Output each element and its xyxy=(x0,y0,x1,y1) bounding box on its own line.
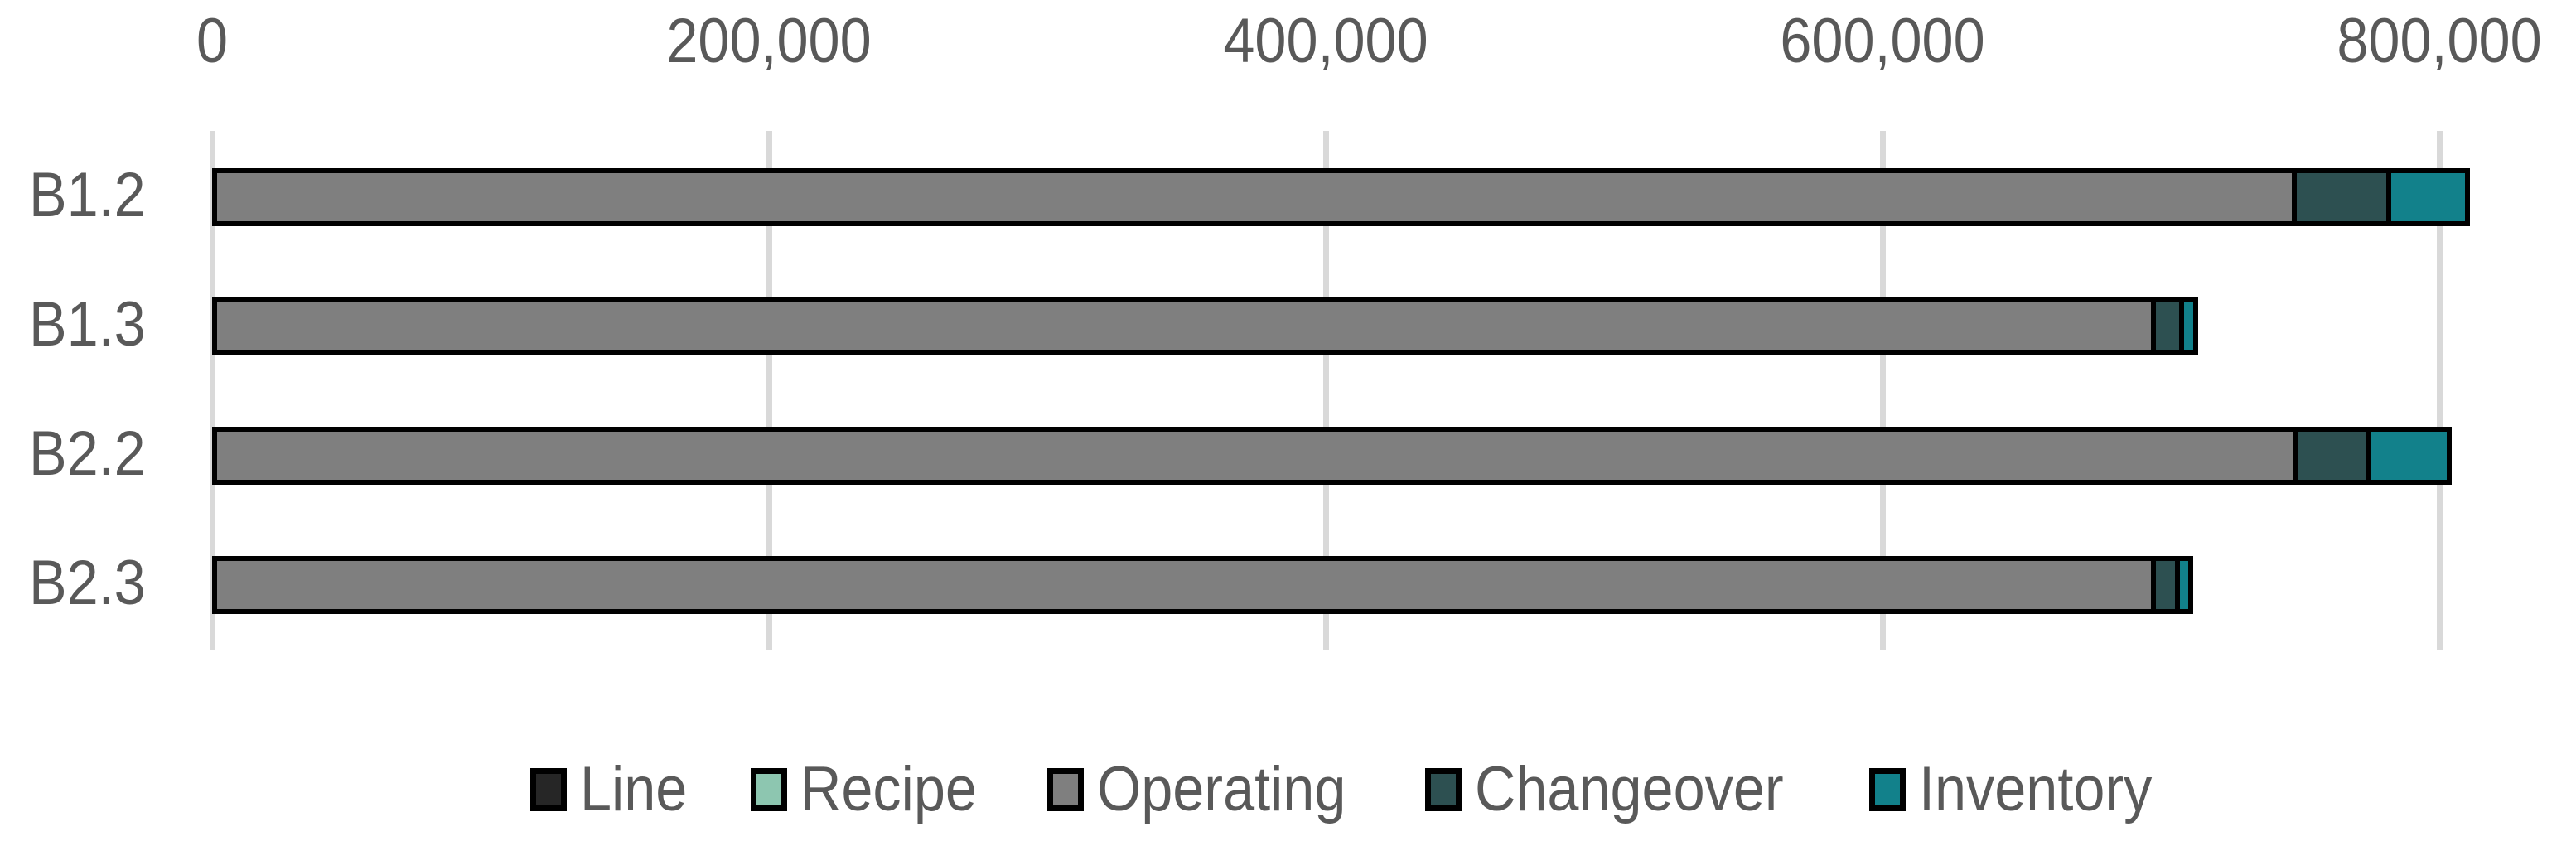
legend-label-inventory: Inventory xyxy=(1919,754,2153,824)
bar-segment-inventory xyxy=(2386,173,2465,221)
bar-segment-operating xyxy=(217,561,2152,609)
bar-segment-changeover xyxy=(2291,173,2387,221)
legend: Line Recipe Operating Changeover Inventory xyxy=(0,748,2576,831)
x-tick-label: 200,000 xyxy=(666,6,872,76)
category-label-B1.3: B1.3 xyxy=(29,289,146,360)
gridline xyxy=(1322,131,1329,650)
gridline xyxy=(2436,131,2443,650)
legend-swatch-changeover xyxy=(1425,768,1462,811)
legend-swatch-recipe xyxy=(750,768,787,811)
x-tick-label: 400,000 xyxy=(1223,6,1428,76)
legend-label-line: Line xyxy=(580,754,688,824)
category-label-B2.3: B2.3 xyxy=(29,548,146,618)
bar-segment-changeover xyxy=(2151,561,2175,609)
legend-swatch-inventory xyxy=(1869,768,1907,811)
plot-area xyxy=(209,131,2494,650)
bar-segment-operating xyxy=(217,173,2292,221)
gridline xyxy=(766,131,772,650)
bar-B1.2 xyxy=(212,168,2470,226)
bar-segment-operating xyxy=(217,302,2152,350)
legend-item-operating: Operating xyxy=(1047,752,1374,827)
x-tick-label: 600,000 xyxy=(1780,6,1985,76)
legend-swatch-operating xyxy=(1047,768,1085,811)
category-label-B2.2: B2.2 xyxy=(29,418,146,489)
legend-item-changeover: Changeover xyxy=(1425,752,1818,827)
legend-label-operating: Operating xyxy=(1097,754,1346,824)
legend-label-changeover: Changeover xyxy=(1475,754,1784,824)
bar-segment-inventory xyxy=(2174,561,2188,609)
bar-segment-inventory xyxy=(2178,302,2194,350)
x-tick-label: 800,000 xyxy=(2337,6,2542,76)
bar-segment-changeover xyxy=(2293,432,2366,480)
gridline xyxy=(209,131,215,650)
bar-B2.2 xyxy=(212,427,2453,485)
bar-segment-inventory xyxy=(2365,432,2448,480)
bar-segment-operating xyxy=(217,432,2293,480)
x-tick-label: 0 xyxy=(196,6,229,76)
gridline xyxy=(1879,131,1886,650)
bar-B1.3 xyxy=(212,297,2199,355)
category-label-B1.2: B1.2 xyxy=(29,160,146,230)
legend-item-inventory: Inventory xyxy=(1869,752,2178,827)
bar-segment-changeover xyxy=(2151,302,2179,350)
legend-swatch-line xyxy=(530,768,568,811)
legend-label-recipe: Recipe xyxy=(800,754,977,824)
bar-B2.3 xyxy=(212,556,2193,614)
legend-item-recipe: Recipe xyxy=(750,752,997,827)
legend-item-line: Line xyxy=(530,752,699,827)
